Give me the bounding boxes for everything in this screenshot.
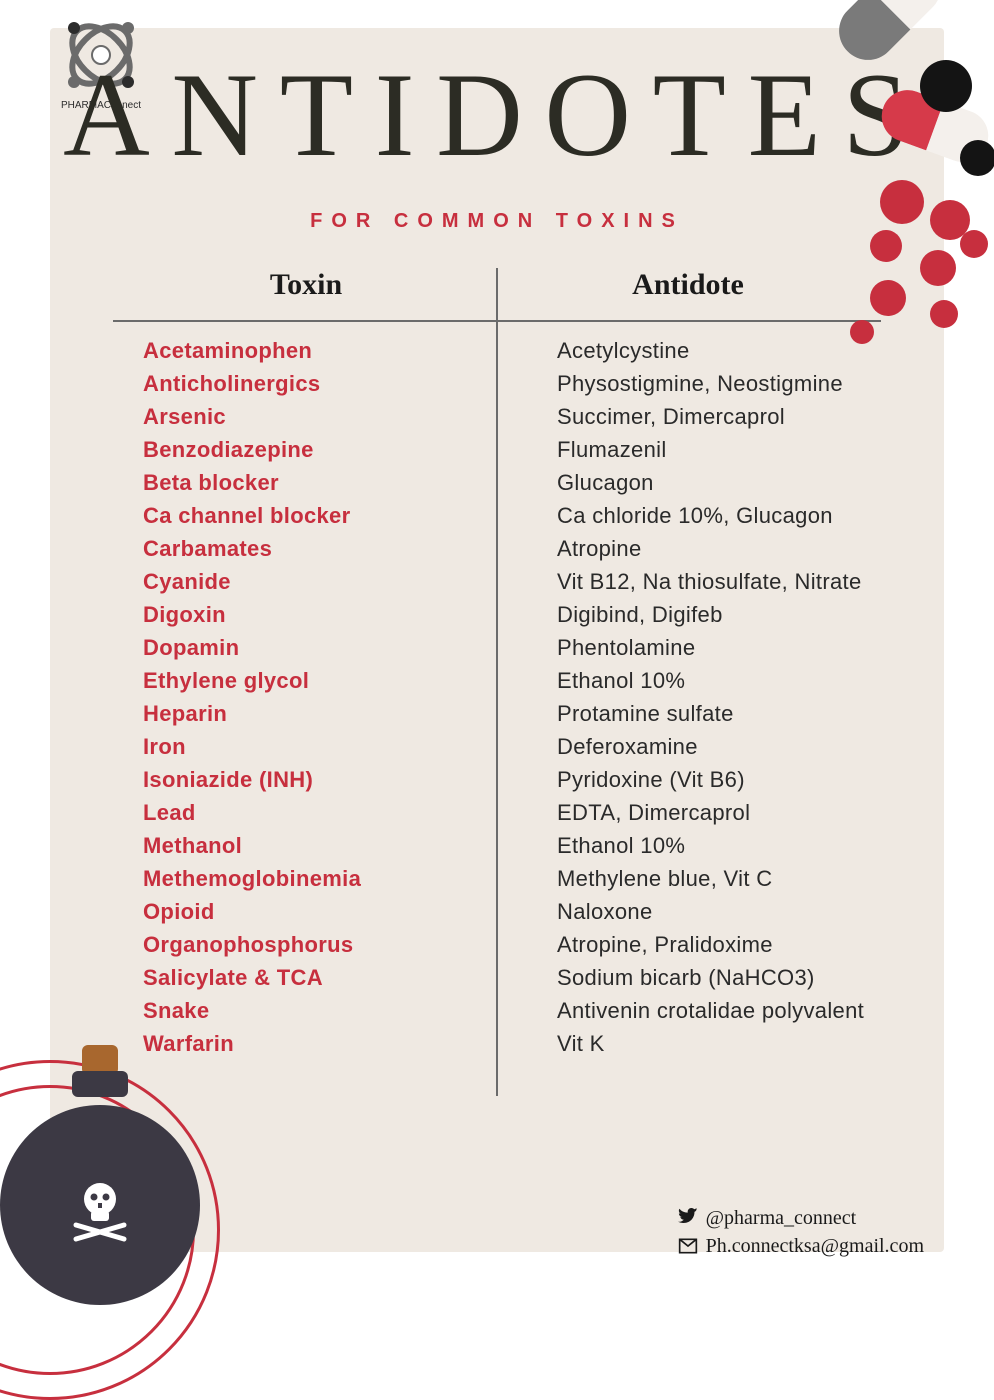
antidote-cell: Pyridoxine (Vit B6) — [497, 769, 879, 802]
antidote-cell: EDTA, Dimercaprol — [497, 802, 879, 835]
decor-dot — [930, 300, 958, 328]
toxin-cell: Benzodiazepine — [115, 439, 497, 472]
antidote-cell: Ethanol 10% — [497, 835, 879, 868]
contact-footer: @pharma_connect Ph.connectksa@gmail.com — [678, 1204, 924, 1260]
decor-dot — [960, 230, 988, 258]
antidote-cell: Atropine — [497, 538, 879, 571]
toxin-cell: Carbamates — [115, 538, 497, 571]
toxin-cell: Anticholinergics — [115, 373, 497, 406]
decor-dot — [870, 280, 906, 316]
antidote-cell: Phentolamine — [497, 637, 879, 670]
antidote-cell: Antivenin crotalidae polyvalent — [497, 1000, 879, 1033]
decor-dot — [920, 250, 956, 286]
toxin-cell: Digoxin — [115, 604, 497, 637]
antidote-cell: Sodium bicarb (NaHCO3) — [497, 967, 879, 1000]
toxin-cell: Salicylate & TCA — [115, 967, 497, 1000]
toxin-cell: Methemoglobinemia — [115, 868, 497, 901]
antidote-cell: Flumazenil — [497, 439, 879, 472]
antidote-cell: Naloxone — [497, 901, 879, 934]
poison-bottle-icon — [0, 1045, 210, 1310]
antidote-table: Toxin Antidote AcetaminophenAcetylcystin… — [115, 268, 879, 1066]
decor-dot — [960, 140, 994, 176]
toxin-cell: Ethylene glycol — [115, 670, 497, 703]
antidote-cell: Methylene blue, Vit C — [497, 868, 879, 901]
toxin-cell: Heparin — [115, 703, 497, 736]
email-icon — [678, 1236, 698, 1256]
antidote-cell: Ca chloride 10%, Glucagon — [497, 505, 879, 538]
antidote-cell: Vit K — [497, 1033, 879, 1066]
antidote-cell: Ethanol 10% — [497, 670, 879, 703]
column-header-antidote: Antidote — [497, 268, 879, 312]
toxin-cell: Ca channel blocker — [115, 505, 497, 538]
toxin-cell: Isoniazide (INH) — [115, 769, 497, 802]
decor-dot — [880, 180, 924, 224]
toxin-cell: Organophosphorus — [115, 934, 497, 967]
antidote-cell: Acetylcystine — [497, 340, 879, 373]
page-subtitle: FOR COMMON TOXINS — [0, 210, 994, 233]
page-title: ANTIDOTES — [0, 46, 994, 184]
column-header-toxin: Toxin — [115, 268, 497, 312]
twitter-icon — [678, 1208, 698, 1228]
table-vertical-divider — [496, 268, 498, 1096]
antidote-cell: Atropine, Pralidoxime — [497, 934, 879, 967]
antidote-cell: Glucagon — [497, 472, 879, 505]
antidote-cell: Vit B12, Na thiosulfate, Nitrate — [497, 571, 879, 604]
twitter-handle: @pharma_connect — [706, 1204, 857, 1232]
toxin-cell: Arsenic — [115, 406, 497, 439]
antidote-cell: Digibind, Digifeb — [497, 604, 879, 637]
toxin-cell: Dopamin — [115, 637, 497, 670]
decor-dot — [920, 60, 972, 112]
toxin-cell: Methanol — [115, 835, 497, 868]
decor-dot — [850, 320, 874, 344]
antidote-cell: Protamine sulfate — [497, 703, 879, 736]
antidote-cell: Physostigmine, Neostigmine — [497, 373, 879, 406]
toxin-cell: Iron — [115, 736, 497, 769]
antidote-cell: Deferoxamine — [497, 736, 879, 769]
toxin-cell: Beta blocker — [115, 472, 497, 505]
decor-dot — [870, 230, 902, 262]
toxin-cell: Lead — [115, 802, 497, 835]
table-header-rule — [113, 320, 881, 322]
toxin-cell: Cyanide — [115, 571, 497, 604]
toxin-cell: Acetaminophen — [115, 340, 497, 373]
toxin-cell: Opioid — [115, 901, 497, 934]
email-address: Ph.connectksa@gmail.com — [706, 1232, 924, 1260]
antidote-cell: Succimer, Dimercaprol — [497, 406, 879, 439]
toxin-cell: Snake — [115, 1000, 497, 1033]
